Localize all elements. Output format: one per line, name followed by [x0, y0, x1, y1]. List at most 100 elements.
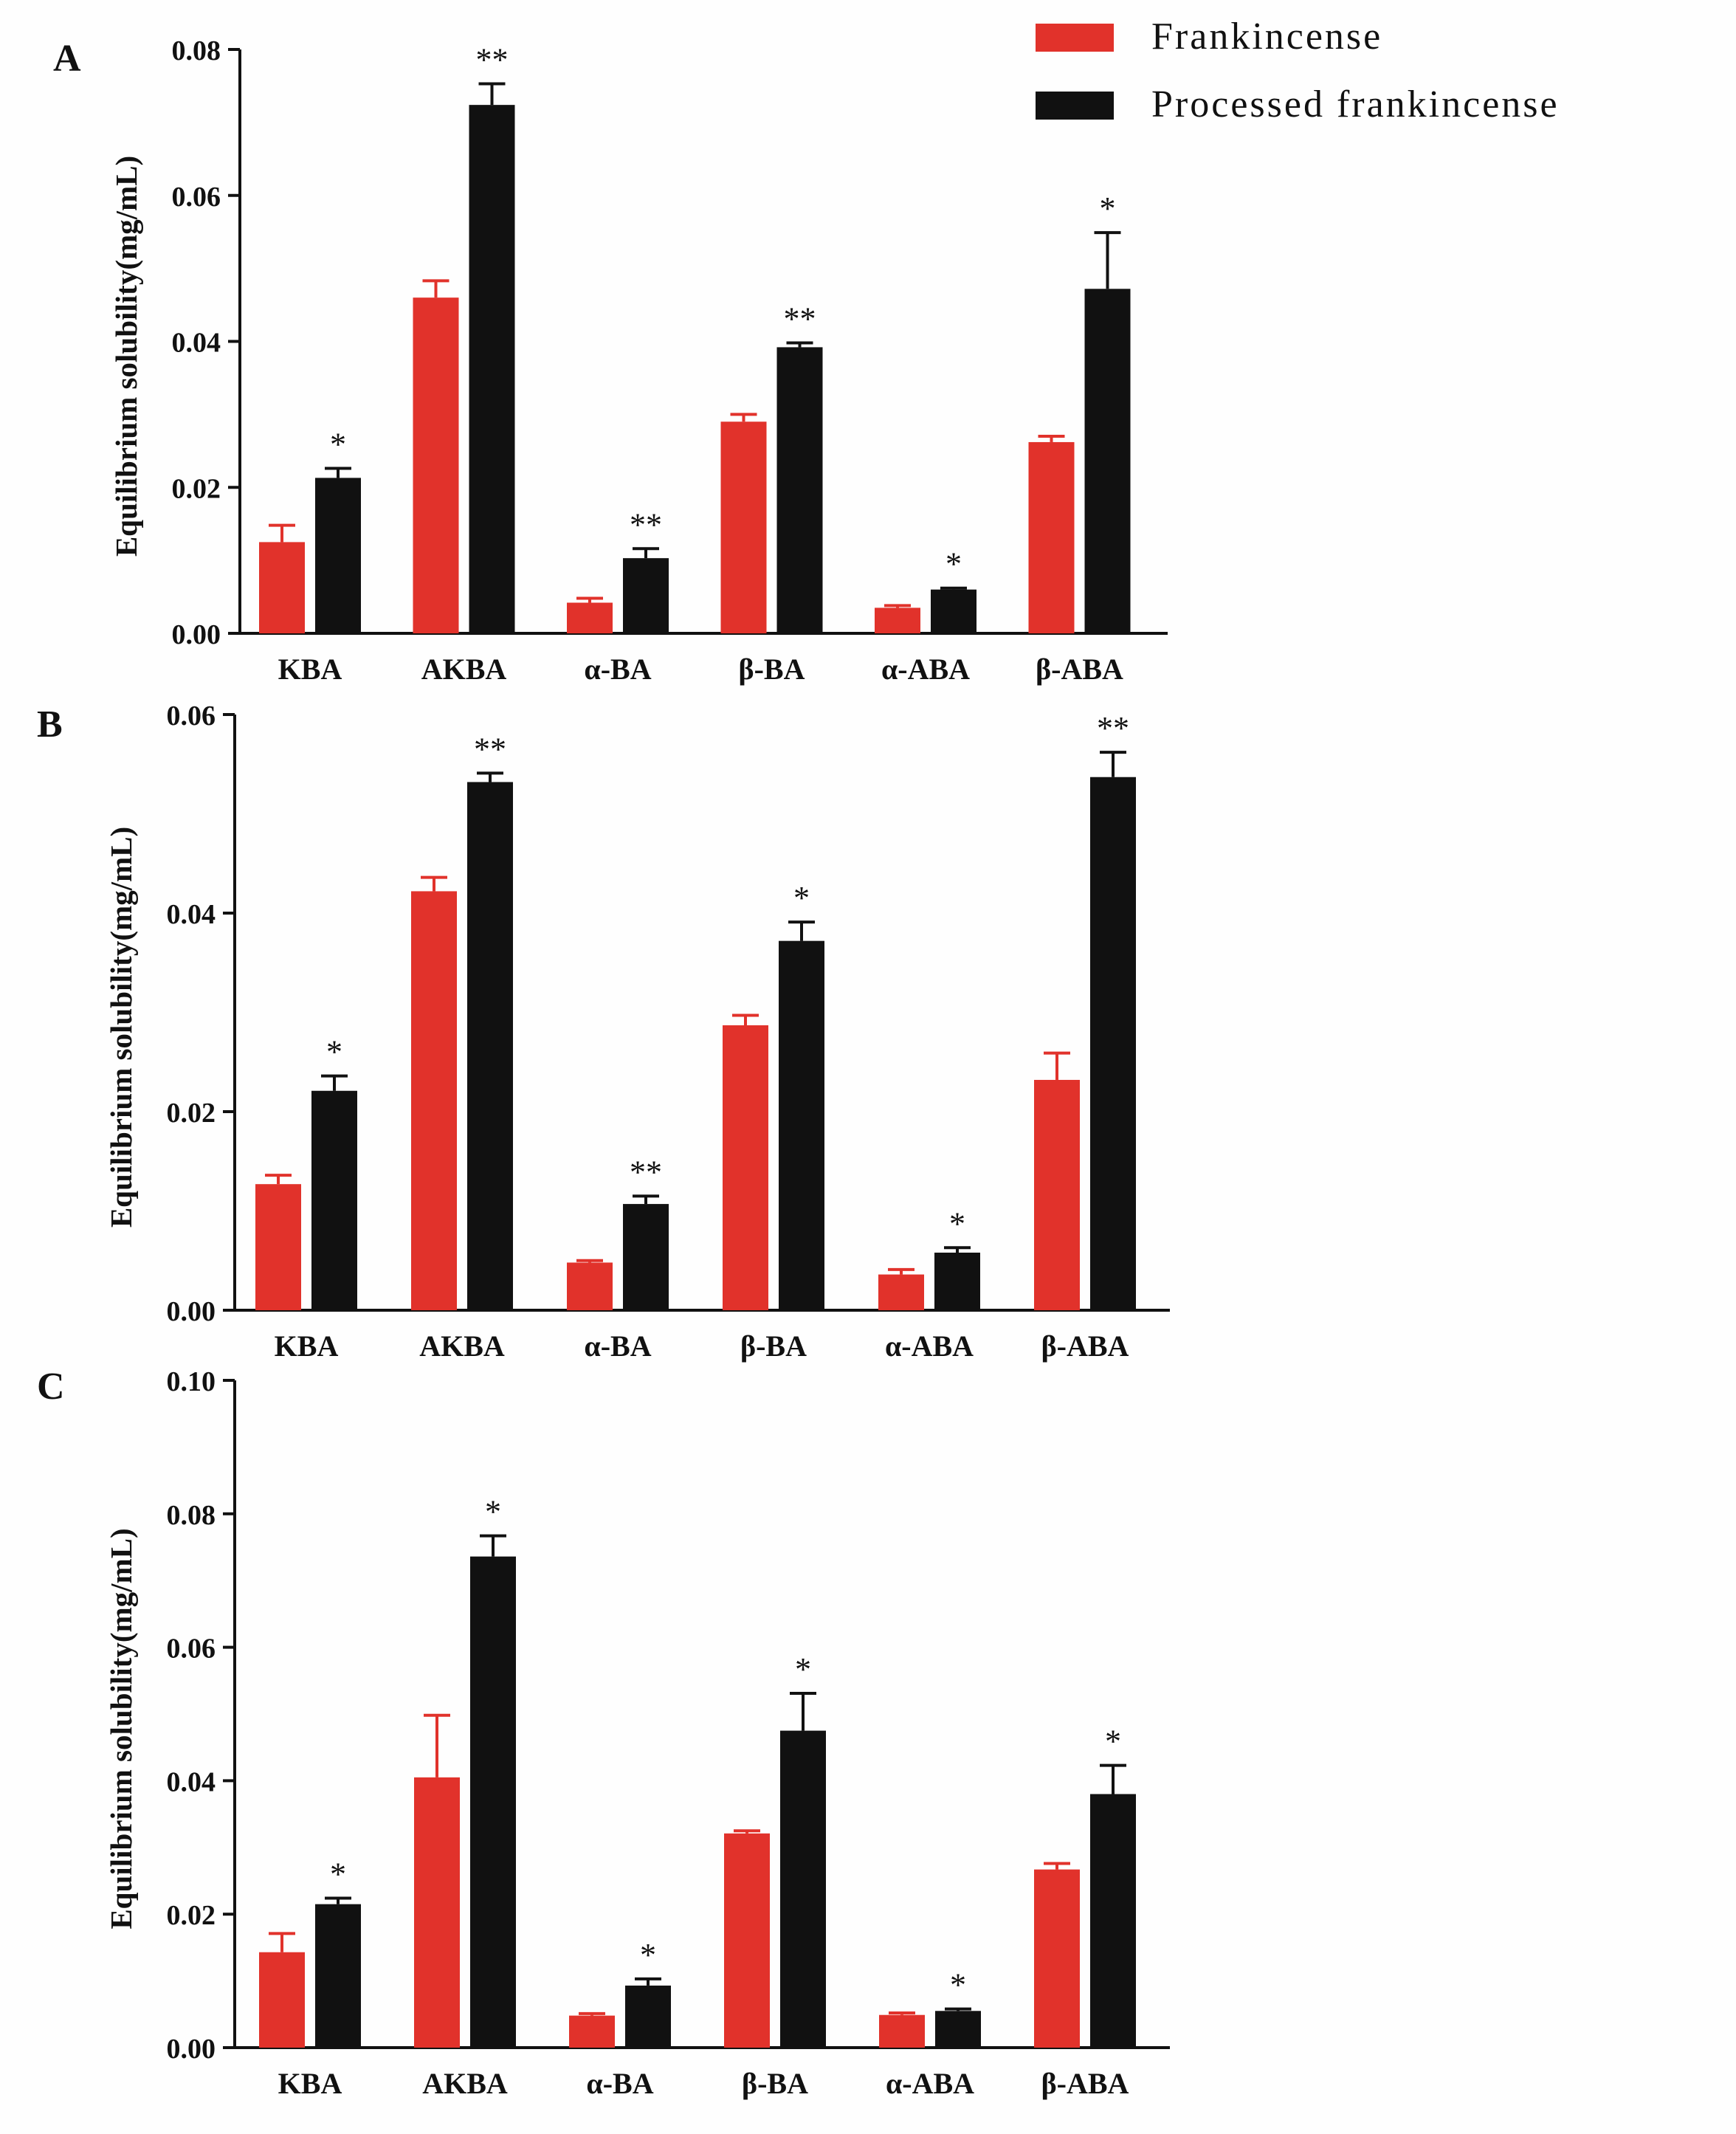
bar-processed-α-BA	[623, 558, 669, 633]
bar-frankincense-AKBA	[414, 1777, 460, 2048]
x-tick-label: KBA	[275, 1329, 339, 1363]
bar-processed-KBA	[315, 1904, 361, 2048]
x-tick-label: α-ABA	[881, 653, 970, 686]
legend: Frankincense Processed frankincense	[1036, 16, 1560, 125]
bar-frankincense-β-BA	[724, 1833, 770, 2048]
y-tick-label: 0.10	[167, 1366, 216, 1397]
bar-processed-AKBA	[467, 782, 513, 1310]
significance-marker: **	[476, 41, 509, 78]
y-tick-label: 0.00	[167, 2034, 216, 2065]
bar-frankincense-α-ABA	[879, 2014, 925, 2048]
y-axis-label: Equilibrium solubility(mg/mL)	[104, 1528, 138, 1929]
bar-frankincense-β-ABA	[1034, 1869, 1080, 2048]
significance-marker: *	[330, 1856, 346, 1893]
bar-frankincense-β-BA	[723, 1025, 768, 1310]
significance-marker: **	[784, 300, 816, 337]
significance-marker: *	[640, 1937, 656, 1973]
significance-marker: *	[330, 427, 346, 463]
y-tick-label: 0.04	[172, 328, 221, 359]
bar-frankincense-α-BA	[567, 1262, 613, 1310]
y-tick-label: 0.00	[167, 1296, 216, 1327]
y-axis-label: Equilibrium solubility(mg/mL)	[104, 827, 138, 1228]
panel-letter: A	[53, 38, 81, 80]
legend-label-0: Frankincense	[1151, 16, 1382, 58]
x-tick-label: α-ABA	[885, 1329, 974, 1363]
significance-marker: *	[946, 546, 962, 582]
significance-marker: **	[630, 506, 662, 543]
panel-B: B 0.00 0.02 0.04 0.06 Equilibrium solubility(…	[37, 701, 1170, 1363]
panel-C: C 0.00 0.02 0.04 0.06 0.08 0.10 Equilibrium sol…	[37, 1366, 1170, 2100]
bar-processed-α-ABA	[934, 1252, 980, 1310]
legend-label-1: Processed frankincense	[1151, 83, 1560, 125]
x-tick-label: β-BA	[740, 1329, 807, 1363]
x-tick-label: β-ABA	[1041, 2067, 1129, 2100]
bar-frankincense-KBA	[259, 542, 305, 633]
y-tick-label: 0.06	[167, 1634, 216, 1665]
bar-processed-β-ABA	[1090, 1794, 1136, 2048]
bar-processed-KBA	[311, 1090, 357, 1310]
significance-marker: *	[795, 1651, 811, 1687]
x-tick-label: KBA	[278, 2067, 342, 2100]
significance-marker: *	[485, 1494, 501, 1530]
bar-processed-KBA	[315, 478, 361, 633]
y-tick-label: 0.02	[167, 1900, 216, 1931]
panel-A: A 0.00 0.02 0.04 0.06 0.08 Equilibrium solubil…	[53, 35, 1168, 686]
x-tick-label: α-BA	[584, 653, 651, 686]
significance-marker: *	[1100, 190, 1116, 227]
bar-processed-AKBA	[470, 1556, 516, 2048]
significance-marker: *	[949, 1205, 965, 1242]
y-tick-label: 0.00	[172, 619, 221, 650]
bar-frankincense-AKBA	[411, 891, 457, 1310]
bar-processed-α-ABA	[935, 2011, 981, 2048]
panel-letter: B	[37, 703, 63, 746]
x-tick-label: α-BA	[586, 2067, 653, 2100]
significance-marker: *	[326, 1034, 342, 1070]
significance-marker: *	[1105, 1724, 1121, 1760]
bar-processed-β-BA	[779, 940, 824, 1310]
y-tick-label: 0.04	[167, 1766, 216, 1797]
significance-marker: *	[793, 880, 810, 916]
panels: A 0.00 0.02 0.04 0.06 0.08 Equilibrium solubil…	[37, 35, 1170, 2100]
y-tick-label: 0.02	[167, 1098, 216, 1129]
bar-frankincense-β-ABA	[1028, 441, 1075, 633]
y-tick-label: 0.06	[172, 182, 221, 213]
x-tick-label: β-BA	[742, 2067, 808, 2100]
bar-frankincense-β-ABA	[1034, 1079, 1080, 1310]
bar-frankincense-α-ABA	[875, 607, 920, 633]
bar-processed-β-ABA	[1084, 289, 1131, 633]
significance-marker: **	[474, 731, 506, 767]
bar-frankincense-KBA	[255, 1184, 301, 1310]
y-tick-label: 0.04	[167, 899, 216, 930]
x-tick-label: β-ABA	[1041, 1329, 1129, 1363]
bar-frankincense-KBA	[259, 1952, 305, 2048]
legend-swatch-1	[1036, 92, 1114, 120]
bar-frankincense-α-BA	[567, 602, 613, 633]
bar-processed-α-BA	[625, 1985, 671, 2048]
significance-marker: *	[950, 1967, 966, 2003]
y-tick-label: 0.02	[172, 473, 221, 504]
bar-frankincense-α-BA	[569, 2015, 615, 2048]
bar-processed-α-BA	[623, 1204, 669, 1310]
panel-letter: C	[37, 1366, 65, 1408]
bar-processed-β-BA	[776, 347, 823, 633]
bar-processed-α-ABA	[931, 589, 976, 633]
x-tick-label: AKBA	[421, 653, 507, 686]
significance-marker: **	[1097, 710, 1129, 746]
x-tick-label: AKBA	[419, 1329, 505, 1363]
bar-processed-AKBA	[469, 105, 515, 633]
y-tick-label: 0.06	[167, 701, 216, 732]
x-tick-label: β-ABA	[1036, 653, 1123, 686]
bar-processed-β-ABA	[1090, 777, 1136, 1310]
x-tick-label: α-BA	[584, 1329, 651, 1363]
y-axis-label: Equilibrium solubility(mg/mL)	[109, 156, 143, 557]
bar-processed-β-BA	[780, 1730, 826, 2048]
x-tick-label: β-BA	[739, 653, 805, 686]
x-tick-label: KBA	[278, 653, 342, 686]
x-tick-label: α-ABA	[886, 2067, 974, 2100]
y-tick-label: 0.08	[167, 1500, 216, 1531]
y-tick-label: 0.08	[172, 35, 221, 66]
bar-frankincense-β-BA	[720, 421, 767, 633]
bar-frankincense-α-ABA	[878, 1274, 924, 1310]
x-tick-label: AKBA	[422, 2067, 508, 2100]
